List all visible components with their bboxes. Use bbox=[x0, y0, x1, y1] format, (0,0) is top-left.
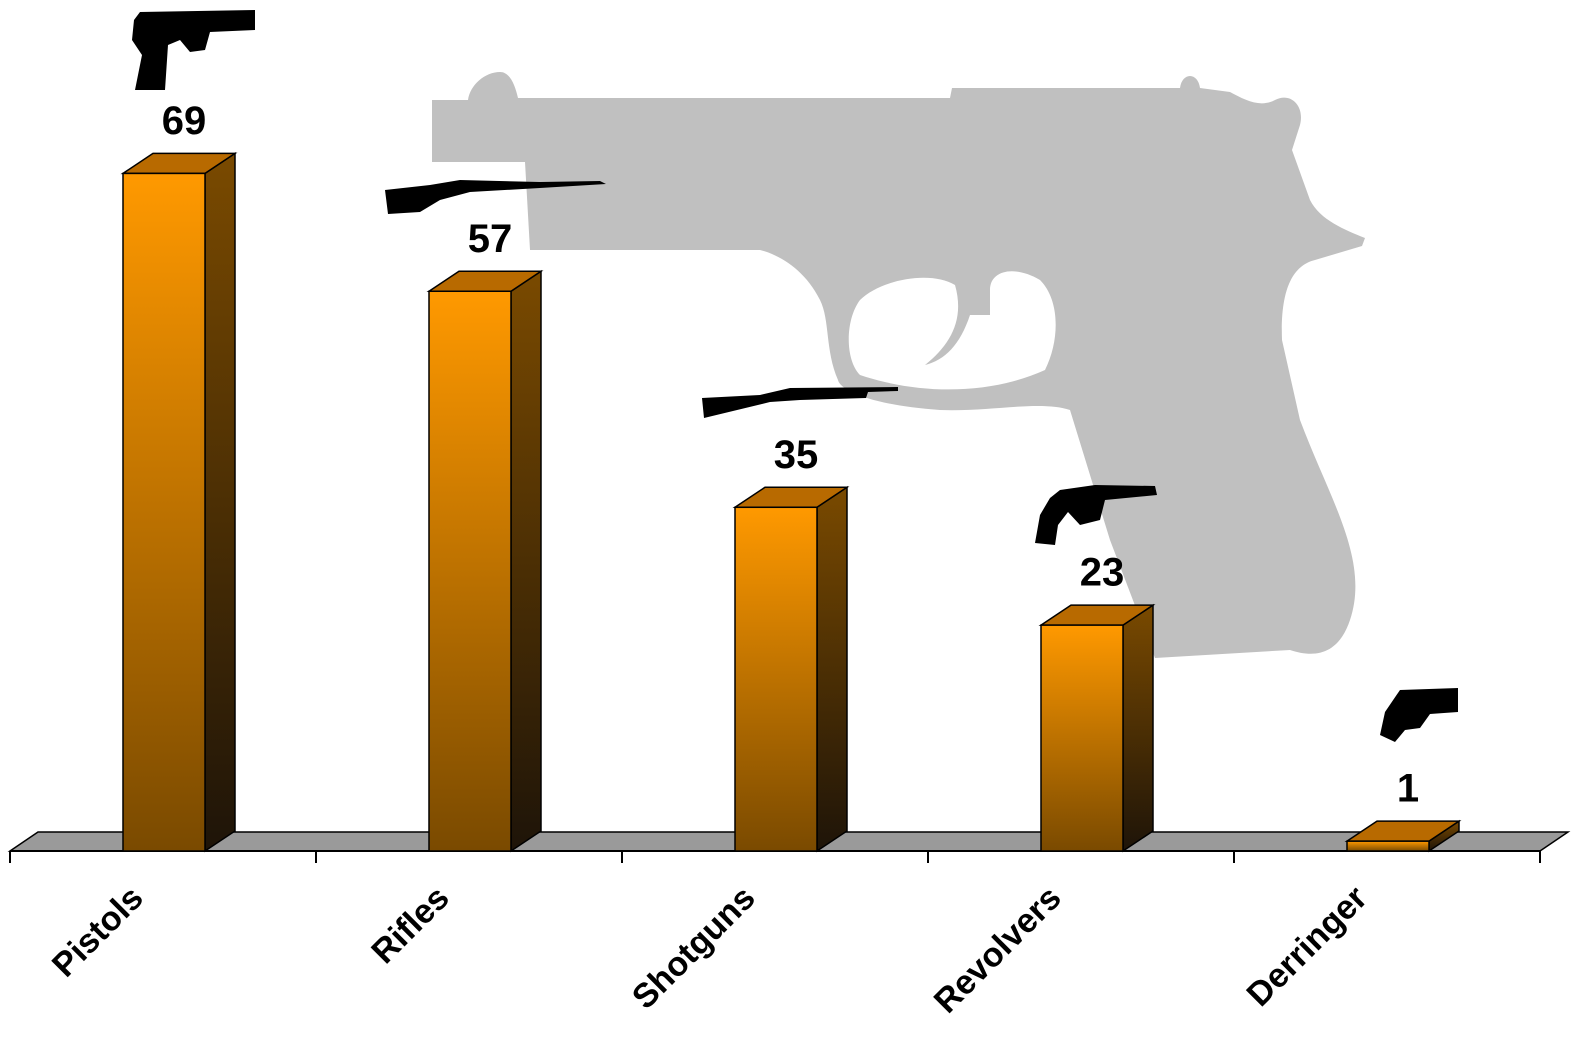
bar-front bbox=[734, 506, 818, 852]
value-label: 1 bbox=[1397, 767, 1419, 811]
x-tick-label: Pistols bbox=[45, 879, 151, 985]
x-tick-label: Revolvers bbox=[927, 879, 1069, 1021]
bar bbox=[1038, 603, 1156, 853]
bar-front bbox=[1040, 624, 1124, 852]
bar bbox=[120, 152, 238, 853]
bar-side bbox=[510, 269, 542, 853]
bar-front bbox=[122, 172, 206, 852]
bar-front bbox=[428, 290, 512, 852]
background-gun bbox=[432, 72, 1365, 658]
bar bbox=[1344, 819, 1462, 853]
x-tick-label: Rifles bbox=[364, 879, 456, 971]
bar-side bbox=[1122, 603, 1154, 853]
pistol-icon bbox=[132, 10, 255, 90]
value-label: 69 bbox=[162, 99, 207, 143]
bar-side bbox=[204, 152, 236, 853]
bar bbox=[426, 269, 544, 853]
bar-front bbox=[1346, 840, 1430, 852]
value-label: 57 bbox=[468, 217, 513, 261]
shotgun-icon bbox=[702, 387, 898, 418]
revolver-icon bbox=[1035, 485, 1157, 545]
rifle-icon bbox=[385, 180, 606, 214]
value-label: 35 bbox=[774, 433, 819, 477]
value-label: 23 bbox=[1080, 551, 1125, 595]
bar bbox=[732, 485, 850, 853]
derringer-icon bbox=[1380, 688, 1458, 742]
bar-side bbox=[816, 485, 848, 853]
x-tick-label: Derringer bbox=[1240, 879, 1375, 1014]
x-tick-label: Shotguns bbox=[625, 879, 763, 1017]
